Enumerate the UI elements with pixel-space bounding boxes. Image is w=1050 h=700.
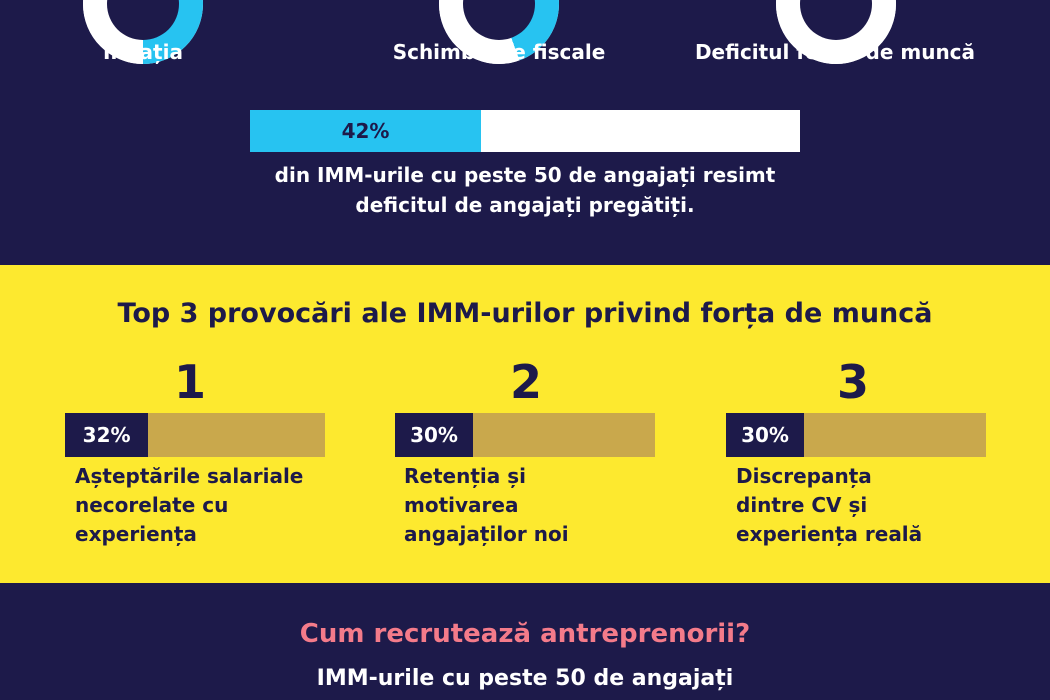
donut-label-labor-deficit: Deficitul forței de muncă — [694, 40, 976, 64]
challenge-rank-3: 3 — [836, 355, 869, 409]
recruit-section: Cum recrutează antreprenorii? IMM-urile … — [0, 583, 1050, 700]
recruit-title: Cum recrutează antreprenorii? — [299, 619, 751, 649]
donut-label-inflation: Inflația — [103, 40, 183, 64]
challenge-bar-3: 30% — [726, 413, 986, 457]
challenge-bar-fill-3: 30% — [726, 413, 804, 457]
challenge-label-2: Retenția și motivarea angajaților noi — [404, 462, 674, 549]
challenge-label-1-line2: necorelate cu — [75, 493, 229, 517]
challenge-label-2-line2: motivarea — [404, 493, 519, 517]
challenge-rank-1: 1 — [173, 355, 206, 409]
recruit-subtitle: IMM-urile cu peste 50 de angajați — [316, 666, 734, 691]
highlight-percent: 42% — [341, 119, 390, 143]
highlight-caption-line2: deficitul de angajați pregătiți. — [355, 193, 695, 217]
challenge-bar-2: 30% — [395, 413, 655, 457]
challenge-label-2-line3: angajaților noi — [404, 522, 569, 546]
donut-label-fiscal-changes: Schimbările fiscale — [392, 40, 606, 64]
challenge-percent-2: 30% — [410, 423, 458, 447]
challenge-label-1-line3: experiența — [75, 522, 197, 546]
highlight-progress-fill: 42% — [250, 110, 481, 152]
challenge-bar-1: 32% — [65, 413, 325, 457]
challenge-rank-2: 2 — [509, 355, 542, 409]
challenge-label-3-line1: Discrepanța — [736, 464, 872, 488]
highlight-progress-bar: 42% — [250, 110, 800, 152]
challenges-section: Top 3 provocări ale IMM-urilor privind f… — [0, 265, 1050, 583]
highlight-caption: din IMM-urile cu peste 50 de angajați re… — [200, 160, 850, 220]
challenge-bar-fill-1: 32% — [65, 413, 149, 457]
highlight-caption-line1: din IMM-urile cu peste 50 de angajați re… — [274, 163, 776, 187]
top-section: Inflația Schimbările fiscale Deficitul f… — [0, 0, 1050, 265]
challenge-label-1: Așteptările salariale necorelate cu expe… — [75, 462, 345, 549]
challenge-percent-3: 30% — [741, 423, 789, 447]
challenge-label-3-line3: experiența reală — [736, 522, 923, 546]
challenge-bar-fill-2: 30% — [395, 413, 473, 457]
challenge-percent-1: 32% — [82, 423, 131, 447]
challenge-label-3-line2: dintre CV și — [736, 493, 868, 517]
challenge-label-2-line1: Retenția și — [404, 464, 526, 488]
challenges-title: Top 3 provocări ale IMM-urilor privind f… — [117, 298, 933, 329]
challenge-label-3: Discrepanța dintre CV și experiența real… — [736, 462, 1006, 549]
challenge-label-1-line1: Așteptările salariale — [75, 464, 304, 488]
